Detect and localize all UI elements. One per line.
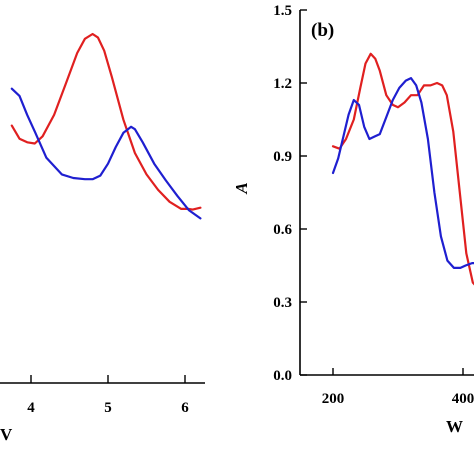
panel-a-x-tick-label: 6 [181,400,189,416]
panel-b-y-tick-label: 0.0 [273,368,292,384]
panel-b-y-tick-label: 0.3 [273,295,292,311]
panel-b-x-axis-title: W [446,417,463,436]
panel-a-x-axis-title: V [0,425,13,444]
panel-a-x-tick-label: 4 [27,400,35,416]
panel-a-x-tick-label: 5 [104,400,112,416]
panel-b-y-tick-label: 0.9 [273,149,292,165]
panel-b-label: (b) [311,20,334,41]
panel-a-x-ticks: 4 5 6 [27,375,189,416]
panel-b-y-axis-title: A [232,182,251,194]
panel-b-chart: 0.0 0.3 0.6 0.9 1.2 1.5 200 400 (b) A W [232,3,474,436]
panel-a-blue-curve [10,87,202,220]
panel-b-y-ticks: 0.0 0.3 0.6 0.9 1.2 1.5 [273,3,307,384]
panel-b-x-tick-label: 400 [452,391,474,407]
panel-b-blue-curve [331,77,474,269]
panel-b-x-ticks: 200 400 [322,368,474,407]
panel-b-y-tick-label: 1.5 [273,3,292,19]
panel-b-y-tick-label: 1.2 [273,76,292,92]
panel-a-series [10,32,202,220]
panel-b-x-tick-label: 200 [322,391,345,407]
panel-b-red-curve [331,52,474,286]
panel-b-y-tick-label: 0.6 [273,222,292,238]
panel-b-series [331,52,474,286]
panel-a-chart: 4 5 6 V [0,32,205,444]
panel-a-red-curve [10,32,202,211]
